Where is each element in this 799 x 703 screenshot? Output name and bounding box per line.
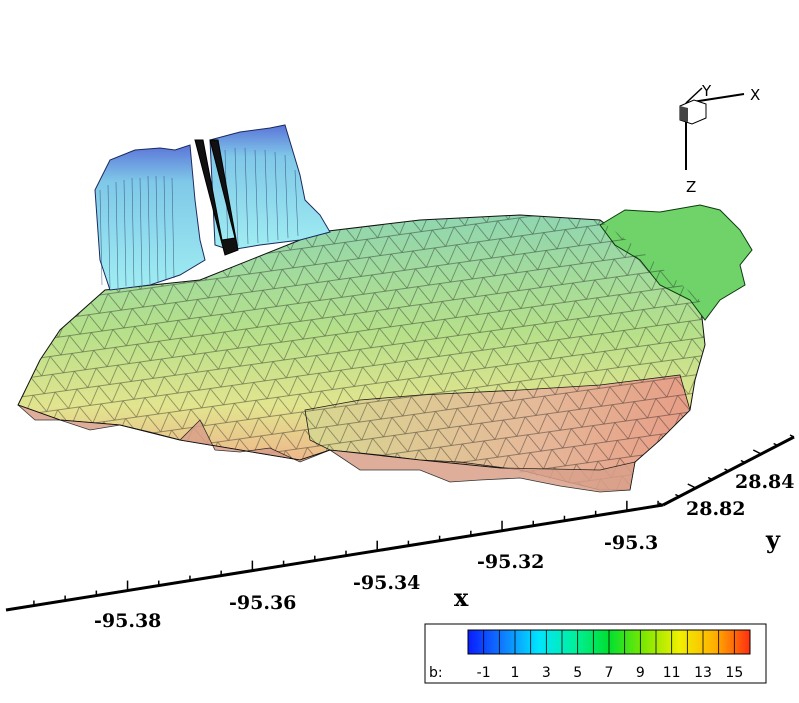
x-tick-label-3: -95.34	[353, 572, 420, 594]
orient-y-line	[685, 87, 703, 104]
y-minor-tick	[675, 493, 680, 498]
y-axis-ticks	[658, 434, 795, 506]
y-tick-label-1: 28.82	[686, 498, 746, 520]
y-tick-label-2: 28.84	[735, 471, 795, 493]
x-tick-label-5: -95.3	[604, 532, 658, 554]
color-legend: b: -1 1 3 5 7 9 11 13 15	[424, 623, 767, 684]
legend-level-label: 7	[605, 665, 614, 681]
legend-level-label: -1	[477, 665, 491, 681]
y-major-tick	[687, 483, 697, 489]
surface-cliff-right	[209, 124, 331, 251]
y-minor-tick	[789, 434, 795, 438]
legend-level-label: 9	[636, 665, 645, 681]
legend-level-label: 5	[573, 665, 582, 681]
legend-dividers	[483, 630, 735, 654]
y-axis-title: y	[765, 525, 781, 554]
y-minor-tick	[707, 476, 713, 481]
y-minor-tick	[724, 468, 729, 472]
x-tick-label-2: -95.36	[229, 592, 296, 614]
x-axis-title: x	[454, 583, 469, 612]
legend-level-label: 13	[694, 665, 712, 681]
y-minor-tick	[658, 502, 664, 506]
surface-cliff-left	[94, 144, 206, 291]
legend-level-label: 1	[511, 665, 520, 681]
surface-notch	[194, 139, 239, 256]
y-axis: 28.82 28.84 y	[658, 434, 795, 554]
y-major-tick	[752, 449, 762, 455]
surface-front-skirt	[17, 404, 636, 493]
legend-level-label: 3	[542, 665, 551, 681]
x-axis-line	[5, 503, 664, 612]
x-axis-ticks	[33, 500, 659, 606]
legend-labels: -1 1 3 5 7 9 11 13 15	[477, 665, 744, 681]
x-tick-label-4: -95.32	[477, 551, 544, 573]
y-minor-tick	[773, 442, 778, 447]
x-axis: -95.38 -95.36 -95.34 -95.32 -95.3 x	[5, 500, 664, 632]
orient-y-label: Y	[701, 82, 712, 100]
orientation-axes: X Y Z	[679, 82, 760, 196]
surface-mesh-overlay	[18, 215, 705, 490]
orient-x-label: X	[750, 86, 760, 104]
legend-level-label: 15	[725, 665, 743, 681]
surface-mesh	[17, 124, 753, 493]
orient-z-label: Z	[686, 178, 696, 196]
y-minor-tick	[740, 459, 746, 464]
x-tick-label-1: -95.38	[94, 610, 161, 632]
legend-level-label: 11	[663, 665, 681, 681]
legend-variable-label: b:	[429, 665, 443, 681]
orient-box-shade	[680, 106, 688, 122]
